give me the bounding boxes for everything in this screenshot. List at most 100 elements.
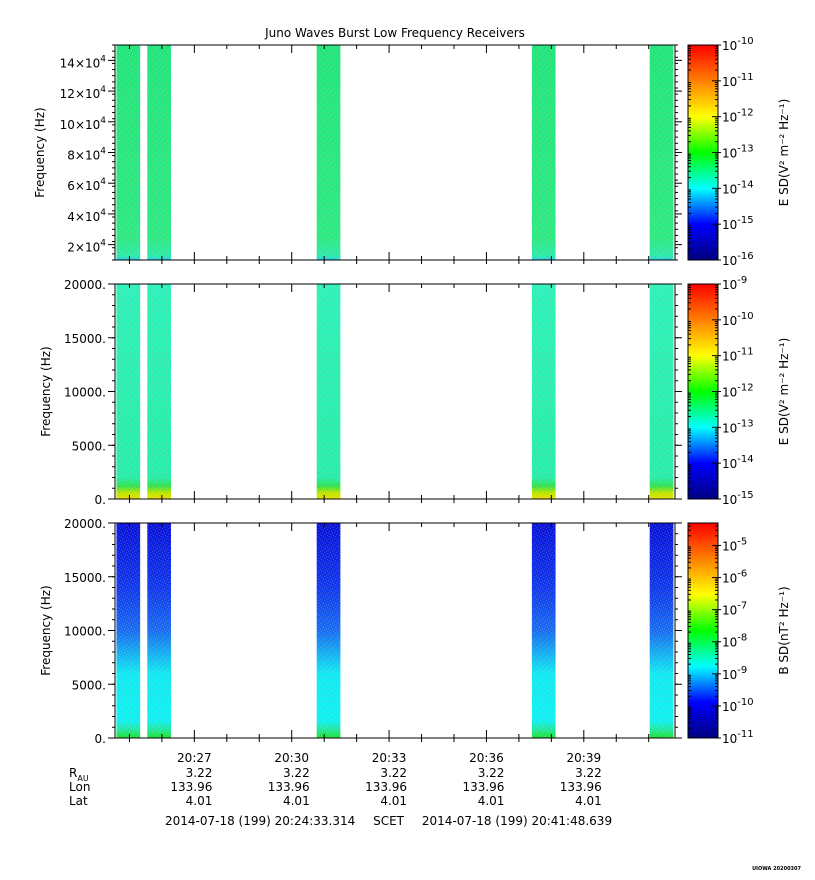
ephemeris-value: 3.22 bbox=[575, 766, 602, 780]
ephemeris-value: 133.96 bbox=[365, 780, 408, 794]
ephemeris-value: 4.01 bbox=[185, 794, 213, 808]
burst-texture-1 bbox=[116, 284, 141, 499]
y-tick-label: 2×104 bbox=[67, 239, 106, 255]
colorbar-tick-label: 10-5 bbox=[722, 536, 747, 553]
ephemeris-label-text: Lat bbox=[69, 794, 88, 808]
time-range-start: 2014-07-18 (199) 20:24:33.314 bbox=[165, 814, 356, 828]
burst-texture-2 bbox=[147, 523, 171, 738]
time-range-mid: SCET bbox=[373, 814, 404, 828]
y-tick-label: 15000. bbox=[64, 332, 106, 346]
burst-texture-3 bbox=[316, 45, 341, 260]
y-tick-label: 0. bbox=[95, 732, 106, 746]
colorbar-label: E SD(V² m⁻² Hz⁻¹) bbox=[777, 99, 791, 207]
x-tick-label: 20:27 bbox=[177, 751, 212, 765]
panel-2: 0. 5000. 10000. 15000. 20000. Frequency (Hz) 1… bbox=[39, 275, 791, 507]
burst-texture-5 bbox=[649, 45, 674, 260]
time-range-line: 2014-07-18 (199) 20:24:33.314 SCET 2014-… bbox=[165, 814, 612, 828]
plot-frame bbox=[114, 44, 676, 261]
burst-texture-5 bbox=[649, 284, 674, 499]
ephemeris-label-sub: AU bbox=[77, 774, 89, 783]
ephemeris-value: 4.01 bbox=[380, 794, 408, 808]
y-axis-label: Frequency (Hz) bbox=[39, 346, 53, 437]
ephemeris-value: 133.96 bbox=[267, 780, 310, 794]
colorbar-gradient bbox=[687, 522, 719, 739]
colorbar-tick-label: 10-9 bbox=[722, 665, 747, 682]
colorbar-tick-label: 10-14 bbox=[722, 179, 754, 196]
ephemeris-label: RAU bbox=[69, 766, 89, 783]
colorbar-tick-label: 10-15 bbox=[722, 215, 754, 232]
colorbar-2: 10-15 10-14 10-13 10-12 10-11 10-10 10-9 E SD(V… bbox=[687, 275, 791, 507]
burst-texture-4 bbox=[531, 45, 556, 260]
ephemeris-value: 133.96 bbox=[462, 780, 505, 794]
panel-3: 0. 5000. 10000. 15000. 20000. Frequency (Hz) 1… bbox=[39, 517, 791, 746]
y-tick-label: 14×104 bbox=[60, 54, 107, 70]
ephemeris-value: 4.01 bbox=[282, 794, 310, 808]
time-range-end: 2014-07-18 (199) 20:41:48.639 bbox=[421, 814, 613, 828]
colorbar-tick-label: 10-11 bbox=[722, 729, 754, 746]
y-tick-label: 20000. bbox=[64, 278, 106, 292]
burst-texture-2 bbox=[147, 45, 171, 260]
y-tick-label: 15000. bbox=[64, 571, 106, 585]
colorbar-label: B SD(nT² Hz⁻¹) bbox=[777, 586, 791, 674]
y-tick-label: 6×104 bbox=[67, 177, 106, 193]
plot-frame bbox=[114, 522, 676, 739]
ephemeris-label-text: R bbox=[69, 766, 78, 780]
x-tick-label: 20:36 bbox=[469, 751, 504, 765]
ephemeris-value: 3.22 bbox=[282, 766, 310, 780]
x-tick-label: 20:30 bbox=[274, 751, 309, 765]
ephemeris-value: 133.96 bbox=[559, 780, 602, 794]
burst-texture-5 bbox=[649, 523, 674, 738]
colorbar-label: E SD(V² m⁻² Hz⁻¹) bbox=[777, 338, 791, 446]
y-tick-label: 20000. bbox=[64, 517, 106, 531]
y-tick-label: 0. bbox=[95, 493, 106, 507]
ephemeris-label: Lon bbox=[69, 780, 90, 794]
colorbar-tick-label: 10-11 bbox=[722, 347, 754, 364]
burst-texture-1 bbox=[116, 45, 141, 260]
ephemeris-value: 4.01 bbox=[477, 794, 505, 808]
colorbar-tick-label: 10-7 bbox=[722, 601, 747, 618]
ephemeris-value: 133.96 bbox=[170, 780, 213, 794]
colorbar-tick-label: 10-12 bbox=[722, 383, 754, 400]
burst-texture-3 bbox=[316, 523, 341, 738]
ephemeris-value: 4.01 bbox=[575, 794, 602, 808]
ephemeris-value: 3.22 bbox=[380, 766, 408, 780]
y-tick-label: 5000. bbox=[72, 678, 106, 692]
x-tick-label: 20:39 bbox=[567, 751, 602, 765]
colorbar-tick-label: 10-12 bbox=[722, 108, 754, 125]
burst-texture-4 bbox=[531, 523, 556, 738]
colorbar-tick-label: 10-16 bbox=[722, 251, 754, 268]
colorbar-tick-label: 10-10 bbox=[722, 311, 754, 328]
y-tick-label: 5000. bbox=[72, 439, 106, 453]
colorbar-tick-label: 10-13 bbox=[722, 418, 754, 435]
burst-texture-4 bbox=[531, 284, 556, 499]
x-tick-label: 20:33 bbox=[372, 751, 407, 765]
chart-title: Juno Waves Burst Low Frequency Receivers bbox=[264, 26, 525, 40]
colorbar-tick-label: 10-10 bbox=[722, 697, 754, 714]
colorbar-tick-label: 10-13 bbox=[722, 144, 754, 161]
colorbar-tick-label: 10-11 bbox=[722, 72, 754, 89]
panel-1: 2×104 4×104 6×104 8×104 10×104 12×104 14×104 Fr… bbox=[33, 36, 791, 268]
ephemeris-value: 3.22 bbox=[185, 766, 213, 780]
burst-texture-2 bbox=[147, 284, 171, 499]
y-axis-label: Frequency (Hz) bbox=[33, 107, 47, 198]
colorbar-1: 10-16 10-15 10-14 10-13 10-12 10-11 10-10 E SD(… bbox=[687, 36, 791, 268]
y-tick-label: 12×104 bbox=[60, 85, 107, 101]
ephemeris-label: Lat bbox=[69, 794, 88, 808]
colorbar-tick-label: 10-8 bbox=[722, 633, 747, 650]
credit-stamp: UIOWA 20200307 bbox=[752, 866, 801, 872]
burst-texture-1 bbox=[116, 523, 141, 738]
colorbar-tick-label: 10-6 bbox=[722, 569, 747, 586]
burst-texture-3 bbox=[316, 284, 341, 499]
y-tick-label: 4×104 bbox=[67, 208, 106, 224]
colorbar-3: 10-11 10-10 10-9 10-8 10-7 10-6 10-5 B SD(nT² H… bbox=[687, 522, 791, 746]
colorbar-tick-label: 10-10 bbox=[722, 36, 754, 53]
y-tick-label: 8×104 bbox=[67, 147, 106, 163]
ephemeris-value: 3.22 bbox=[477, 766, 505, 780]
ephemeris-label-text: Lon bbox=[69, 780, 91, 794]
colorbar-tick-label: 10-9 bbox=[722, 275, 747, 292]
y-tick-label: 10×104 bbox=[60, 116, 107, 132]
y-tick-label: 10000. bbox=[64, 386, 106, 400]
plot-frame bbox=[114, 283, 676, 500]
colorbar-tick-label: 10-15 bbox=[722, 490, 754, 507]
